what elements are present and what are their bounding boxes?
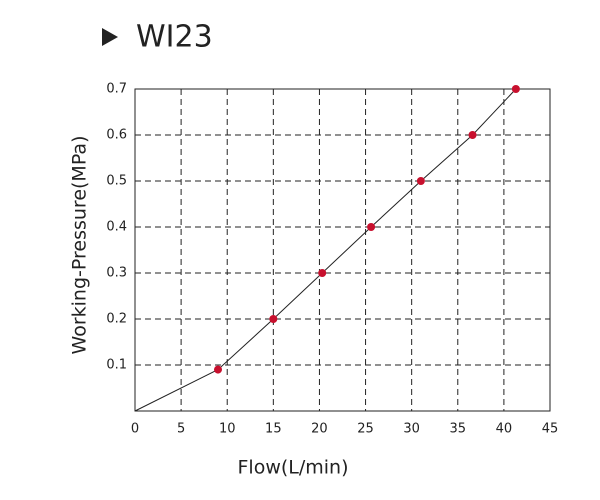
x-tick-label: 20	[311, 422, 328, 437]
y-axis-label: Working-Pressure(MPa)	[69, 136, 91, 355]
x-tick-label: 5	[177, 422, 185, 437]
point	[318, 269, 327, 277]
point	[214, 365, 222, 374]
y-tick-label: 0.1	[106, 358, 127, 373]
y-tick-label: 0.2	[106, 312, 127, 327]
y-tick-label: 0.3	[106, 266, 127, 281]
point	[468, 131, 477, 139]
plot-frame	[134, 88, 551, 412]
x-tick-label: 25	[357, 422, 374, 437]
x-tick-label: 35	[450, 422, 467, 437]
y-tick-label: 0.5	[106, 174, 127, 189]
y-tick-label: 0.4	[106, 220, 127, 235]
y-tick-label: 0.7	[106, 82, 127, 97]
line	[134, 88, 517, 412]
x-tick-label: 15	[265, 422, 282, 437]
x-axis-label: Flow(L/min)	[237, 457, 348, 479]
point	[511, 85, 520, 93]
x-tick-label: 45	[542, 422, 559, 437]
y-tick-label: 0.6	[106, 128, 127, 143]
point	[269, 315, 278, 323]
point	[416, 177, 425, 185]
x-tick-label: 10	[219, 422, 236, 437]
point	[367, 223, 376, 231]
x-tick-label: 30	[403, 422, 420, 437]
title-icon	[102, 28, 118, 46]
x-tick-label: 40	[496, 422, 513, 437]
chart-title: WI23	[136, 20, 213, 55]
x-tick-label: 0	[131, 422, 139, 437]
